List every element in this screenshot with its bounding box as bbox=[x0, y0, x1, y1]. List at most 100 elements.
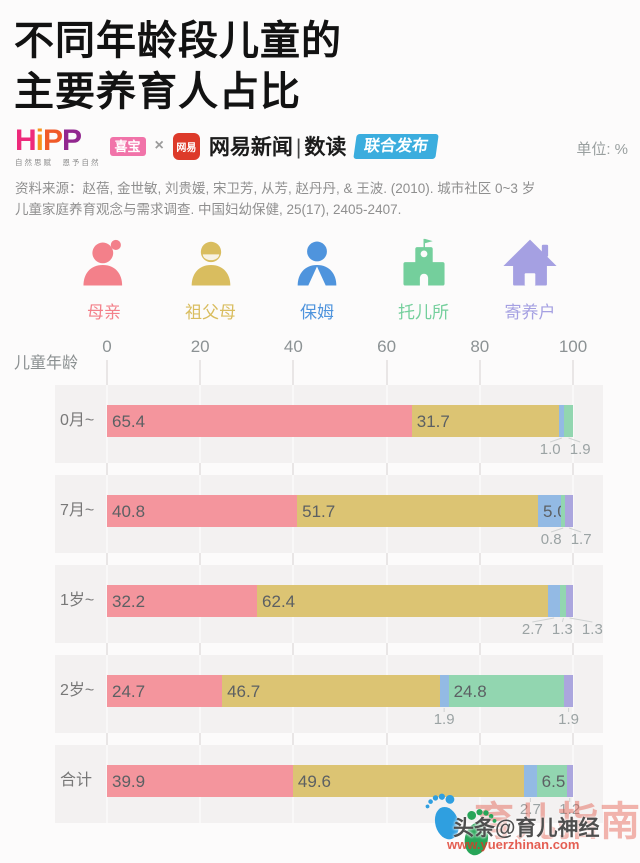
bar-segment-nanny bbox=[538, 495, 562, 527]
hipp-letter: H bbox=[15, 124, 37, 157]
row-band: 0月~ 65.4 31.7 1.0 1.9 bbox=[55, 385, 603, 463]
bar-value-label: 5.0 bbox=[543, 502, 567, 521]
grandparents-icon bbox=[191, 241, 230, 286]
legend-item-nursery: 托儿所 bbox=[372, 236, 476, 323]
row-category-label: 7月~ bbox=[60, 502, 95, 519]
news-title-text: 网易新闻 bbox=[208, 136, 293, 160]
source-line-2: 儿童家庭养育观念与需求调查. 中国妇幼保健, 25(17), 2405-2407… bbox=[15, 201, 402, 217]
band-gridline bbox=[572, 385, 574, 463]
bar-segment-mother bbox=[107, 585, 258, 617]
legend-label: 保姆 bbox=[300, 303, 334, 322]
callout-label: 1.9 bbox=[569, 441, 591, 458]
bar-segment-foster bbox=[565, 495, 573, 527]
row-category-label: 合计 bbox=[60, 772, 93, 789]
bar-segment-nursery bbox=[564, 405, 573, 437]
bar-value-label: 32.2 bbox=[112, 592, 146, 611]
row-band: 7月~ 40.8 51.7 5.0 0.8 1.7 bbox=[55, 475, 603, 553]
row-band: 2岁~ 24.7 46.7 24.8 1.9 1.9 bbox=[55, 655, 603, 733]
hipp-letter: P bbox=[43, 124, 63, 157]
bar-segment-foster bbox=[566, 585, 573, 617]
bar-value-label: 6.5 bbox=[541, 772, 566, 791]
row-category-label: 0月~ bbox=[60, 412, 95, 429]
watermark-overlay-text: 育儿指南 bbox=[474, 800, 640, 844]
news-divider: | bbox=[295, 136, 302, 160]
bar-value-label: 65.4 bbox=[112, 412, 146, 431]
bar-segment-grandparents bbox=[297, 495, 539, 527]
watermark-url-text: www.yuerzhinan.com bbox=[447, 837, 580, 852]
row-band: 合计 39.9 49.6 6.5 2.7 1.2 bbox=[55, 745, 603, 823]
netease-logo-icon: 网易 bbox=[172, 132, 200, 160]
bar-segment-foster bbox=[564, 675, 573, 707]
bar-value-label: 46.7 bbox=[227, 682, 261, 701]
bar-segment-nursery bbox=[536, 765, 567, 797]
legend-label: 祖父母 bbox=[185, 303, 236, 322]
bar-segment-grandparents bbox=[292, 765, 525, 797]
unit-label: 单位: % bbox=[576, 140, 628, 158]
hipp-letter: P bbox=[62, 124, 82, 157]
watermark: 育儿指南 头条@育儿神经 www.yuerzhinan.com bbox=[425, 785, 640, 863]
legend: 母亲 祖父母 保姆 bbox=[52, 236, 582, 323]
bar-value-label: 39.9 bbox=[112, 772, 146, 791]
bar-segment-nursery bbox=[561, 495, 566, 527]
callout-label: 1.3 bbox=[551, 621, 573, 638]
bar-value-label: 40.8 bbox=[112, 502, 146, 521]
bar-value-label: 31.7 bbox=[416, 412, 450, 431]
band-gridline bbox=[572, 745, 574, 823]
bar-segment-nursery bbox=[448, 675, 565, 707]
bar-segment-nanny bbox=[439, 675, 449, 707]
bar-segment-grandparents bbox=[222, 675, 440, 707]
page-title: 不同年龄段儿童的 主要养育人占比 bbox=[14, 16, 342, 118]
legend-label: 母亲 bbox=[87, 303, 121, 322]
watermark-handle-text: 头条@育儿神经 bbox=[453, 817, 600, 840]
callout-label: 1.3 bbox=[581, 621, 603, 638]
callout-label: 1.2 bbox=[559, 801, 581, 818]
hipp-wordmark: HiPP bbox=[15, 126, 101, 156]
axis-tick-label: 100 bbox=[558, 337, 588, 356]
bar-segment-nanny bbox=[524, 765, 537, 797]
footprints-icon bbox=[425, 793, 497, 856]
callout-label: 2.7 bbox=[519, 801, 541, 818]
nanny-icon bbox=[297, 241, 337, 286]
axis-tick-label: 60 bbox=[377, 337, 397, 356]
mother-icon bbox=[83, 239, 123, 286]
band-gridline bbox=[572, 475, 574, 553]
band-gridline bbox=[572, 655, 574, 733]
callout-label: 0.8 bbox=[540, 531, 562, 548]
legend-label: 托儿所 bbox=[398, 303, 449, 322]
source-line-1: 资料来源：赵蓓, 金世敏, 刘贵媛, 宋卫芳, 从芳, 赵丹丹, & 王波. (… bbox=[15, 181, 536, 196]
bar-value-label: 51.7 bbox=[302, 502, 336, 521]
legend-item-nanny: 保姆 bbox=[265, 236, 369, 323]
legend-label: 寄养户 bbox=[504, 303, 556, 322]
bar-segment-mother bbox=[107, 405, 412, 437]
band-gridline bbox=[572, 565, 574, 643]
callout-label: 1.9 bbox=[558, 711, 579, 728]
netease-news-wordmark: 网易新闻 | 数读 bbox=[209, 131, 346, 161]
bar-value-label: 24.8 bbox=[453, 682, 487, 701]
bar-segment-grandparents bbox=[257, 585, 548, 617]
bar-value-label: 24.7 bbox=[112, 682, 146, 701]
callout-label: 1.7 bbox=[570, 531, 592, 548]
axis-tick-label: 0 bbox=[102, 337, 112, 356]
axis-tick-label: 40 bbox=[283, 337, 303, 356]
bar-segment-nanny bbox=[559, 405, 565, 437]
legend-item-mother: 母亲 bbox=[52, 236, 156, 323]
bar-segment-nanny bbox=[547, 585, 561, 617]
cross-symbol: × bbox=[154, 137, 164, 155]
hipp-logo: HiPP 自然思赋 恩予自然 bbox=[15, 126, 101, 167]
legend-item-foster-home: 寄养户 bbox=[478, 236, 582, 323]
bar-segment-mother bbox=[107, 495, 298, 527]
foster-home-icon bbox=[503, 239, 557, 286]
legend-item-grandparents: 祖父母 bbox=[159, 236, 263, 323]
callout-label: 1.0 bbox=[539, 441, 561, 458]
title-line-2: 主要养育人占比 bbox=[14, 69, 301, 114]
hipp-letter: i bbox=[35, 124, 44, 157]
axis-tick-label: 20 bbox=[190, 337, 210, 356]
bar-value-label: 49.6 bbox=[297, 772, 332, 791]
xibao-badge: 喜宝 bbox=[109, 136, 146, 156]
row-category-label: 1岁~ bbox=[60, 592, 95, 609]
axis-tick-label: 80 bbox=[470, 337, 490, 356]
title-line-1: 不同年龄段儿童的 bbox=[14, 19, 342, 63]
source-citation: 资料来源：赵蓓, 金世敏, 刘贵媛, 宋卫芳, 从芳, 赵丹丹, & 王波. (… bbox=[15, 179, 627, 221]
